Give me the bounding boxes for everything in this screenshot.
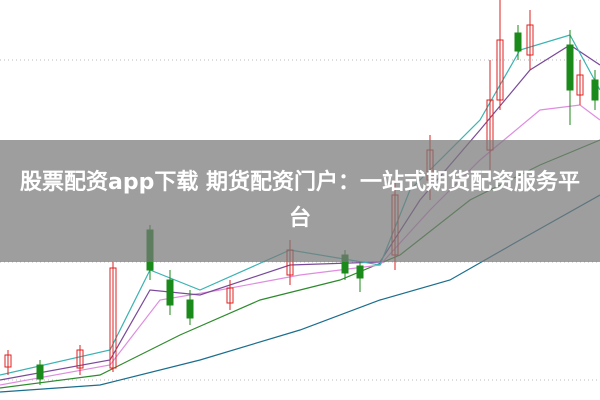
candle: [186, 299, 194, 319]
candle: [36, 364, 44, 380]
candle: [166, 279, 174, 306]
candle: [4, 354, 12, 368]
candle: [226, 287, 234, 304]
title: 股票配资app下载 期货配资门户：一站式期货配资服务平台: [19, 170, 580, 231]
candle: [514, 32, 522, 52]
candle: [356, 265, 364, 279]
candle: [109, 267, 117, 369]
candle: [576, 74, 584, 96]
candle: [76, 349, 84, 369]
title-band: 股票配资app下载 期货配资门户：一站式期货配资服务平台: [0, 140, 600, 262]
candle: [591, 79, 599, 101]
ma-line: [0, 34, 600, 376]
candle: [496, 39, 504, 101]
candle: [526, 24, 534, 56]
ma-line: [0, 44, 600, 381]
candle: [566, 44, 574, 91]
